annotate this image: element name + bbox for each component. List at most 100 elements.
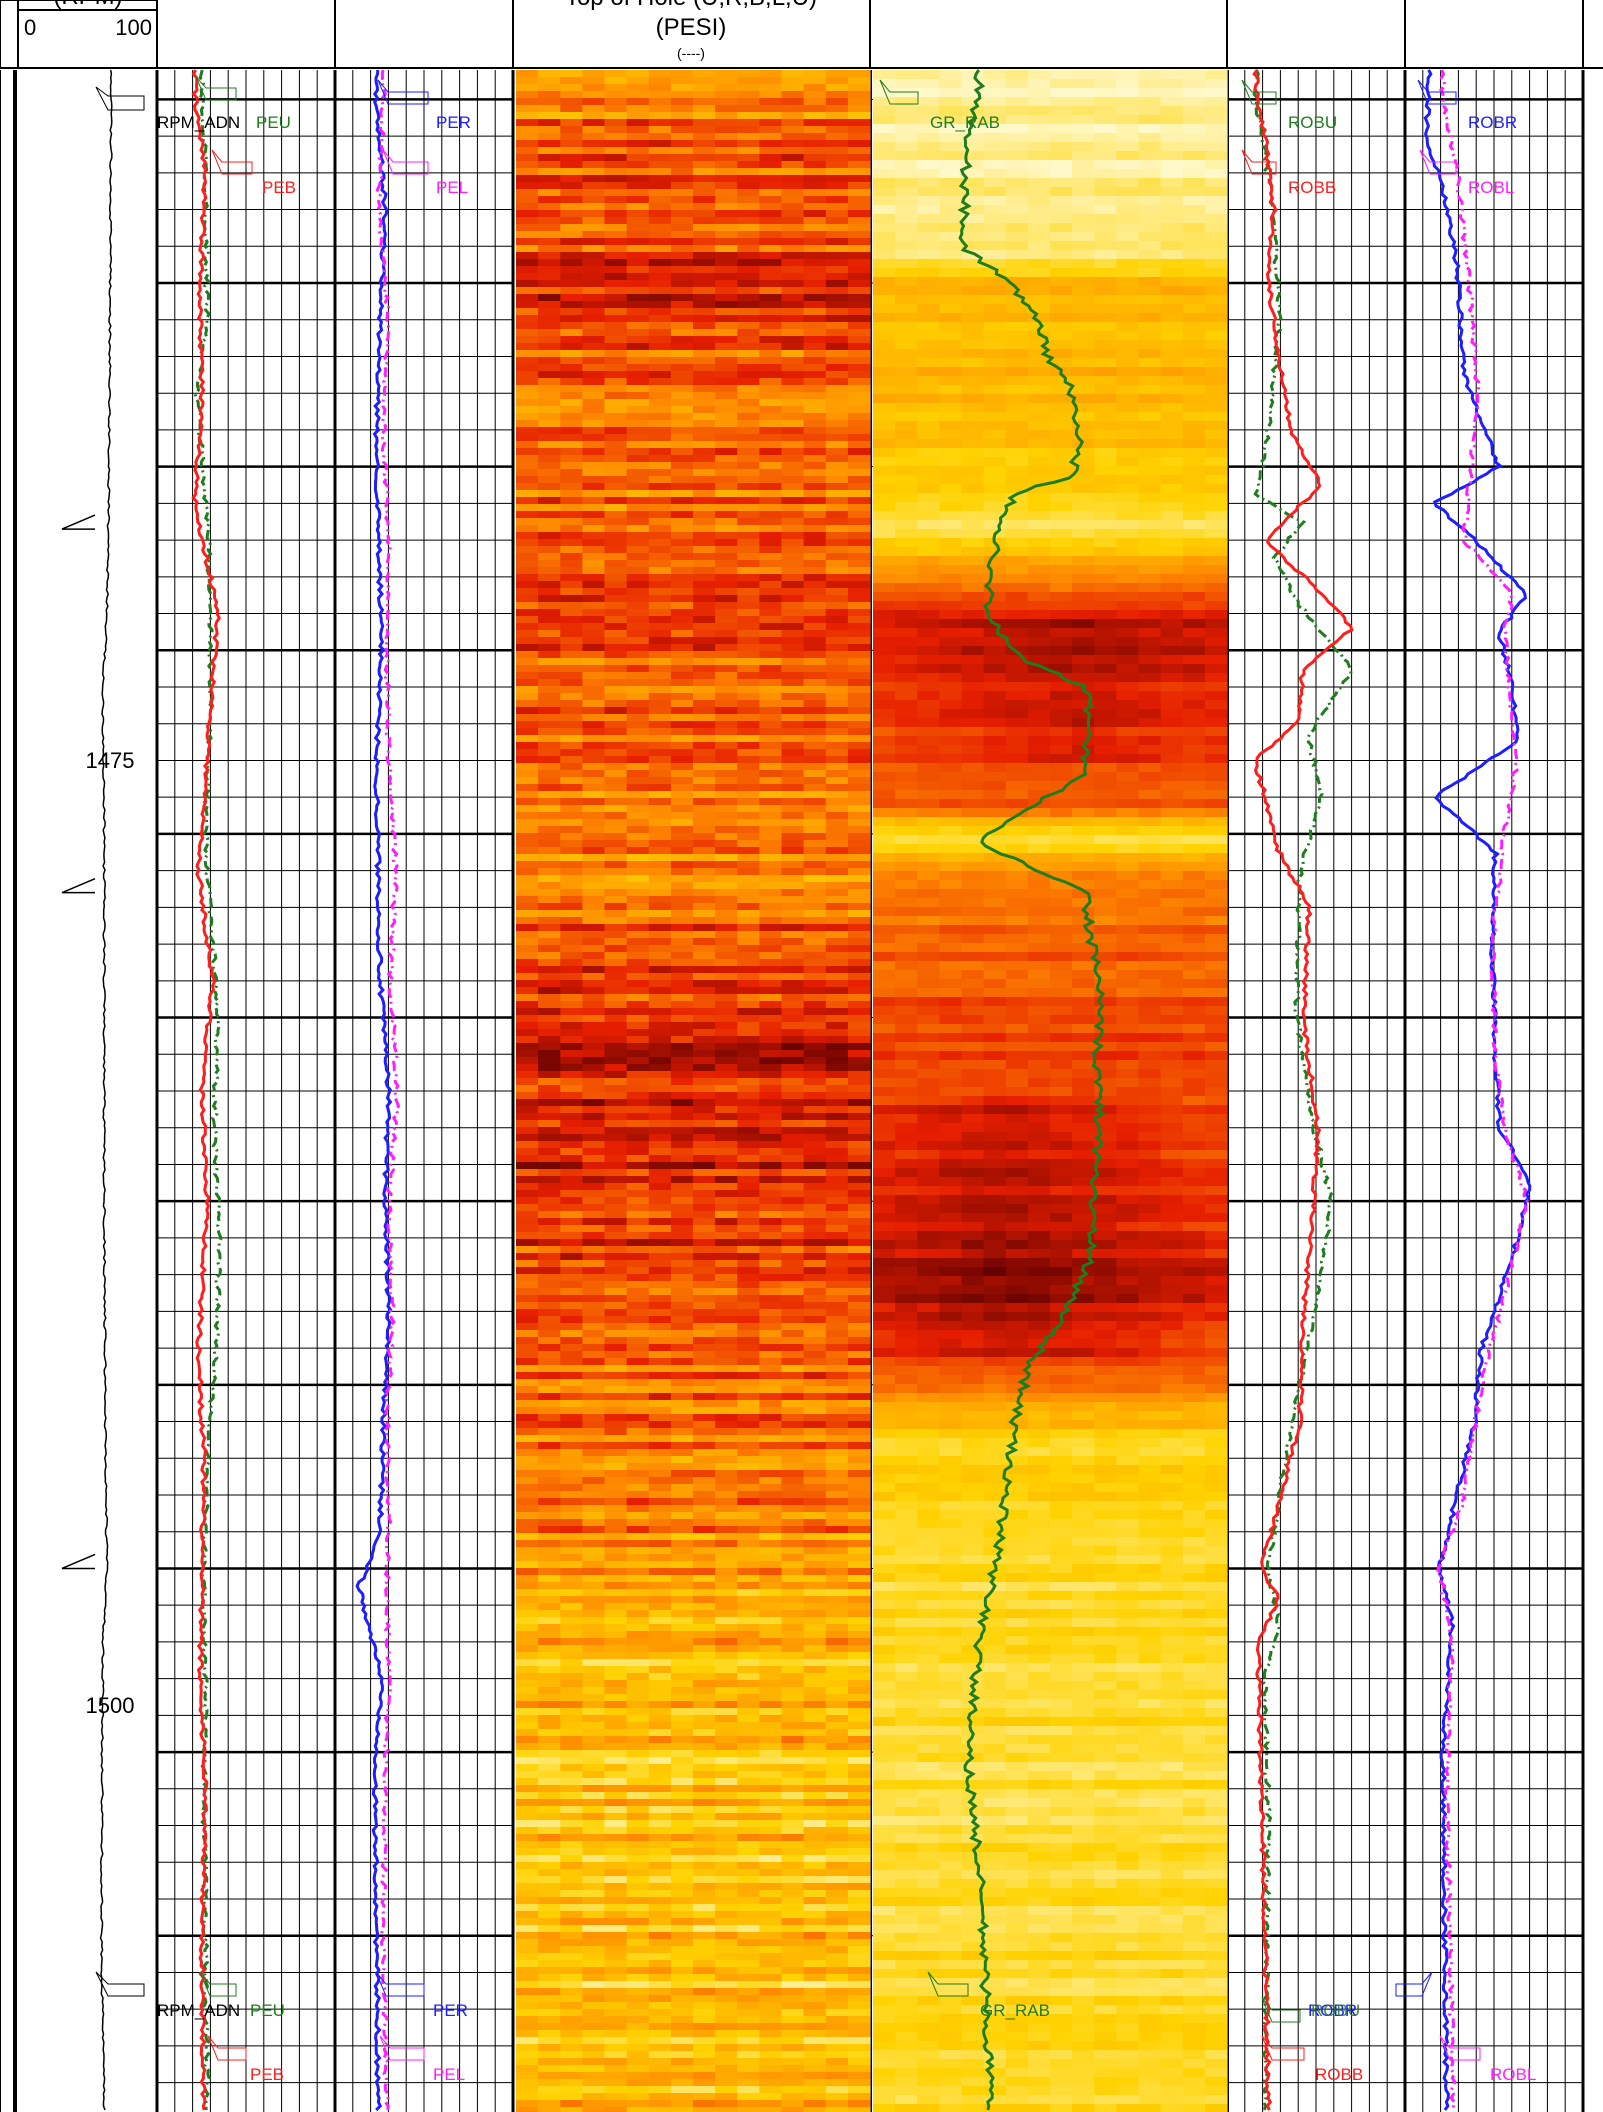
heat-cell xyxy=(693,1092,716,1100)
heat-cell xyxy=(781,1967,805,1975)
heat-cell xyxy=(538,196,561,204)
heat-cell xyxy=(582,1820,606,1828)
heat-cell xyxy=(582,1267,606,1275)
heat-cell xyxy=(825,455,849,463)
heat-cell xyxy=(560,1561,583,1569)
heat-cell xyxy=(847,1953,871,1961)
heat-cell xyxy=(737,483,760,491)
heat-cell xyxy=(626,1239,650,1247)
heat-cell xyxy=(648,1939,672,1947)
heat-cell xyxy=(693,1575,716,1583)
heat-cell xyxy=(604,140,628,148)
heat-cell xyxy=(1072,106,1095,116)
heat-cell xyxy=(538,1064,561,1072)
heat-cell xyxy=(781,1134,805,1142)
heat-cell xyxy=(715,2072,738,2080)
heat-cell xyxy=(626,196,650,204)
heat-cell xyxy=(693,1589,716,1597)
heat-cell xyxy=(538,1225,561,1233)
heat-cell xyxy=(803,763,827,771)
heat-cell xyxy=(516,1827,539,1835)
heat-cell xyxy=(781,168,805,176)
heat-cell xyxy=(759,1477,783,1485)
heat-cell xyxy=(737,714,760,722)
heat-cell xyxy=(715,1764,738,1772)
heat-cell xyxy=(626,329,650,337)
heat-cell xyxy=(715,1358,738,1366)
heat-cell xyxy=(560,392,583,400)
heat-cell xyxy=(560,784,583,792)
heat-cell xyxy=(516,1162,539,1170)
heat-cell xyxy=(759,1610,783,1618)
heat-cell xyxy=(737,1988,760,1996)
heat-cell xyxy=(803,147,827,155)
heat-cell xyxy=(825,1904,849,1912)
heat-cell xyxy=(781,1001,805,1009)
heat-cell xyxy=(693,1064,716,1072)
heat-cell xyxy=(693,105,716,113)
heat-cell xyxy=(693,1638,716,1646)
heat-cell xyxy=(670,147,694,155)
heat-cell xyxy=(626,1960,650,1968)
heat-cell xyxy=(626,784,650,792)
heat-cell xyxy=(626,1344,650,1352)
heat-cell xyxy=(737,1974,760,1982)
heat-cell xyxy=(803,1344,827,1352)
heat-cell xyxy=(626,763,650,771)
heat-cell xyxy=(604,1876,628,1884)
heat-cell xyxy=(538,301,561,309)
heat-cell xyxy=(759,1246,783,1254)
heat-cell xyxy=(825,1036,849,1044)
heat-cell xyxy=(670,763,694,771)
heat-cell xyxy=(1138,115,1162,125)
heat-cell xyxy=(781,903,805,911)
heat-cell xyxy=(582,140,606,148)
heat-cell xyxy=(781,952,805,960)
heat-cell xyxy=(626,224,650,232)
heat-cell xyxy=(737,2107,760,2112)
heat-cell xyxy=(582,637,606,645)
heat-cell xyxy=(670,1176,694,1184)
heat-cell xyxy=(626,1232,650,1240)
heat-cell xyxy=(803,371,827,379)
heat-cell xyxy=(693,1379,716,1387)
heat-cell xyxy=(803,1225,827,1233)
heat-cell xyxy=(759,1785,783,1793)
heat-cell xyxy=(825,1022,849,1030)
heat-cell xyxy=(847,777,871,785)
heat-cell xyxy=(715,693,738,701)
heat-cell xyxy=(604,1260,628,1268)
heat-cell xyxy=(759,301,783,309)
heat-cell xyxy=(825,511,849,519)
heat-cell xyxy=(648,1218,672,1226)
heat-cell xyxy=(582,210,606,218)
heat-cell xyxy=(670,546,694,554)
heat-cell xyxy=(648,210,672,218)
heat-cell xyxy=(693,1414,716,1422)
heat-cell xyxy=(516,189,539,197)
heat-cell xyxy=(737,1855,760,1863)
heat-cell xyxy=(715,126,738,134)
heat-cell xyxy=(781,518,805,526)
heat-cell xyxy=(648,1694,672,1702)
heat-cell xyxy=(693,1806,716,1814)
heat-cell xyxy=(648,168,672,176)
heat-cell xyxy=(538,371,561,379)
heat-cell xyxy=(847,1176,871,1184)
heat-cell xyxy=(825,1925,849,1933)
heat-cell xyxy=(648,308,672,316)
heat-cell xyxy=(560,1155,583,1163)
heat-cell xyxy=(693,1197,716,1205)
heat-cell xyxy=(825,1498,849,1506)
heat-cell xyxy=(560,1911,583,1919)
heat-cell xyxy=(825,882,849,890)
heat-cell xyxy=(759,1673,783,1681)
heat-cell xyxy=(825,2037,849,2045)
heat-cell xyxy=(626,168,650,176)
heat-cell xyxy=(560,2016,583,2024)
heat-cell xyxy=(825,665,849,673)
heat-cell xyxy=(670,1295,694,1303)
heat-cell xyxy=(715,1162,738,1170)
heat-cell xyxy=(825,1841,849,1849)
heat-cell xyxy=(825,1547,849,1555)
